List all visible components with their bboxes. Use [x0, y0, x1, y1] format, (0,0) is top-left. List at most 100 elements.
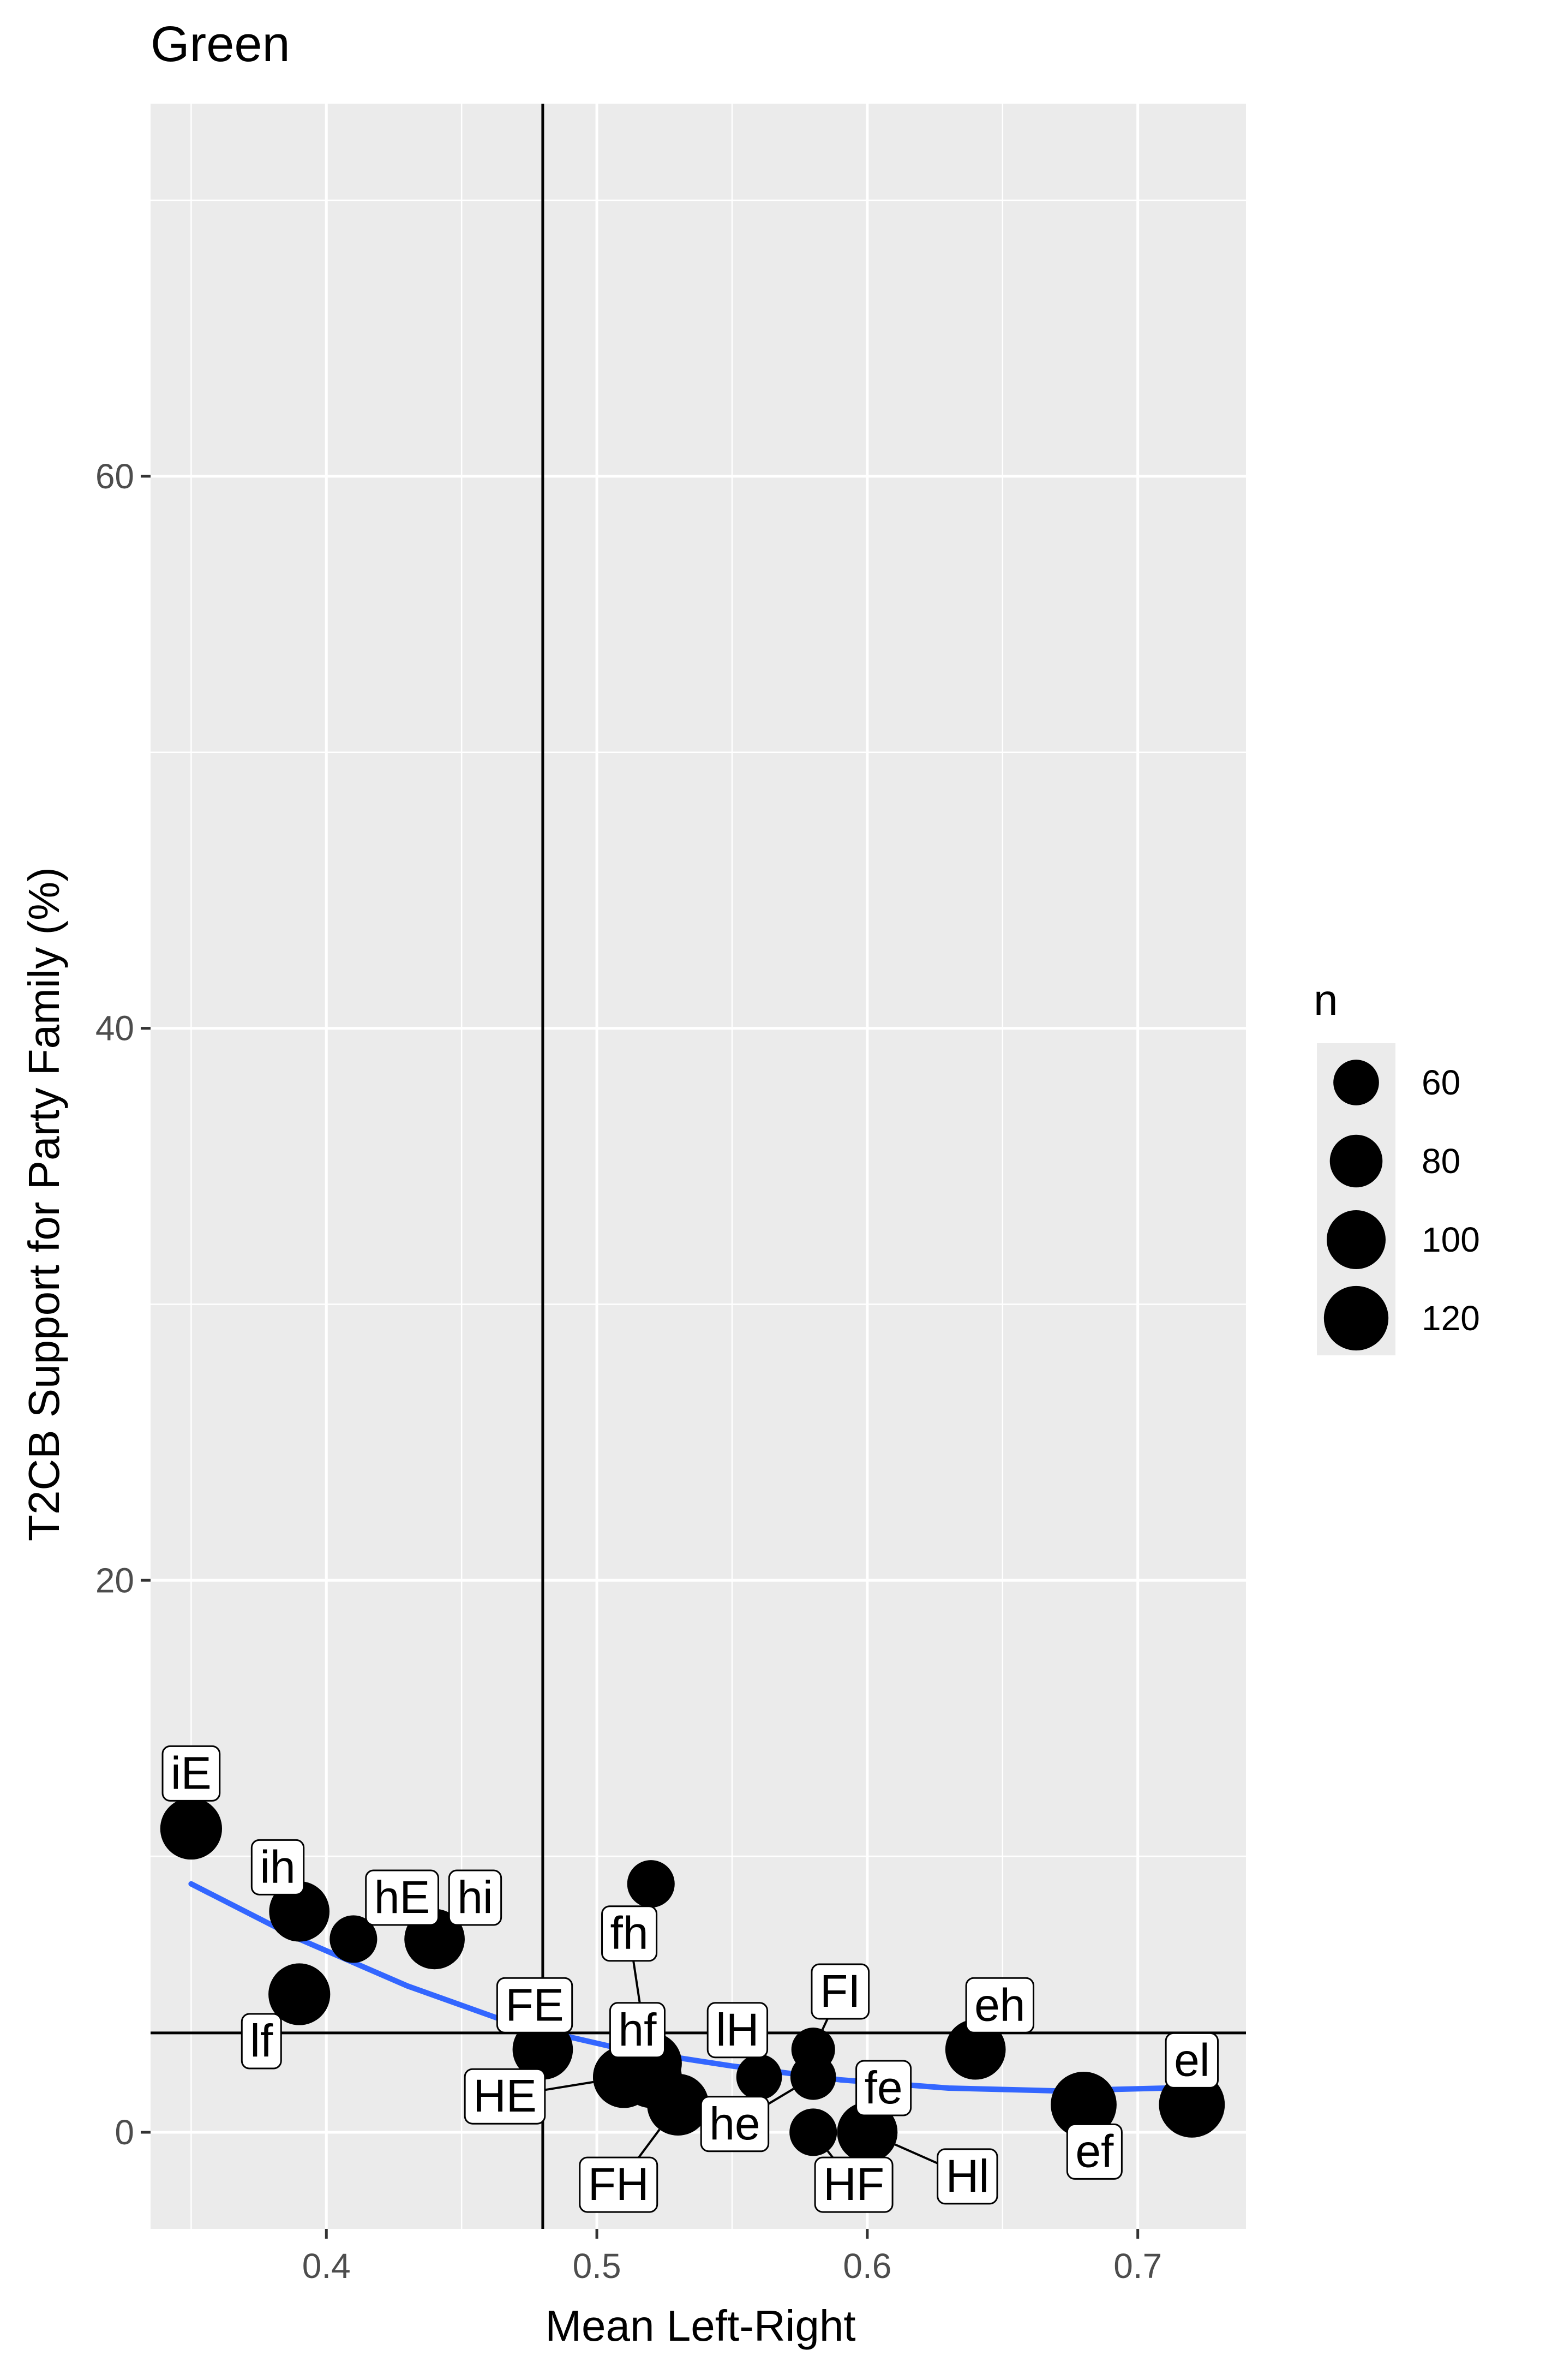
- point-label: he: [700, 2096, 770, 2152]
- point-label-text: he: [709, 2098, 760, 2149]
- y-axis-title: T2CB Support for Party Family (%): [20, 867, 68, 1541]
- point-label: ih: [250, 1839, 305, 1895]
- point-label-text: fh: [610, 1907, 649, 1959]
- y-tick-label: 60: [95, 457, 134, 496]
- point-label-box: [814, 2156, 894, 2213]
- point-label: lH: [706, 2002, 769, 2059]
- legend-key-circle: [1327, 1210, 1386, 1269]
- point-label-text: FI: [820, 1965, 861, 2017]
- point-label-box: [250, 1839, 305, 1895]
- data-point: [268, 1963, 331, 2025]
- point-label: hi: [448, 1869, 502, 1926]
- point-label-box: [241, 2013, 282, 2070]
- data-point: [789, 2108, 837, 2156]
- label-connector: [638, 2128, 661, 2158]
- y-tick-label: 0: [115, 2113, 134, 2152]
- point-label: hE: [365, 1869, 439, 1926]
- point-label-box: [1066, 2123, 1123, 2180]
- point-label-text: fe: [865, 2062, 903, 2113]
- data-point: [647, 2073, 709, 2136]
- point-label-box: [706, 2002, 769, 2059]
- point-label-text: ef: [1075, 2125, 1114, 2176]
- point-label-box: [448, 1869, 502, 1926]
- point-label: FI: [811, 1963, 870, 2020]
- plot-panel: [151, 104, 1246, 2229]
- legend-key-circle: [1323, 1285, 1389, 1351]
- data-point: [269, 1881, 330, 1942]
- point-label: HE: [464, 2068, 546, 2125]
- point-label-box: [700, 2096, 770, 2152]
- data-point: [1051, 2071, 1117, 2138]
- label-connector: [544, 2080, 594, 2091]
- point-label-box: [496, 1977, 573, 2034]
- point-label: ef: [1066, 2123, 1123, 2180]
- data-point: [329, 1915, 377, 1963]
- point-label-box: [579, 2156, 658, 2213]
- legend-key-circle: [1329, 1134, 1383, 1188]
- legend-entry-label: 100: [1422, 1220, 1480, 1259]
- point-label: lf: [241, 2013, 282, 2070]
- point-label-text: hE: [374, 1871, 430, 1923]
- point-label-box: [609, 2002, 666, 2059]
- point-label-text: FE: [505, 1979, 564, 2030]
- legend-entry-label: 120: [1422, 1299, 1480, 1338]
- x-tick-label: 0.5: [573, 2246, 621, 2286]
- point-label: iE: [161, 1745, 221, 1802]
- legend-entry-label: 80: [1422, 1141, 1460, 1181]
- point-label-box: [937, 2148, 998, 2205]
- point-label: Hl: [937, 2148, 998, 2205]
- point-label: eh: [965, 1977, 1035, 2034]
- point-label-box: [161, 1745, 221, 1802]
- chart-title: Green: [151, 16, 290, 72]
- y-tick-label: 20: [95, 1560, 134, 1600]
- point-label-text: ih: [260, 1841, 295, 1892]
- point-label-text: HE: [473, 2070, 537, 2121]
- point-label-box: [811, 1963, 870, 2020]
- x-tick-label: 0.6: [843, 2246, 891, 2286]
- label-connector: [894, 2143, 938, 2164]
- data-point: [736, 2054, 782, 2100]
- point-label-box: [464, 2068, 546, 2125]
- point-label: FE: [496, 1977, 573, 2034]
- point-label-box: [601, 1905, 658, 1962]
- point-label-text: lf: [250, 2015, 273, 2066]
- point-label-text: iE: [171, 1747, 212, 1798]
- label-connector: [821, 2018, 829, 2030]
- point-label: FH: [579, 2156, 658, 2213]
- label-connector: [826, 2150, 834, 2158]
- point-label: hf: [609, 2002, 666, 2059]
- data-point: [791, 2028, 835, 2072]
- label-connector: [768, 2088, 794, 2105]
- point-label-text: lH: [716, 2004, 759, 2055]
- legend-key-circle: [1333, 1060, 1379, 1105]
- point-label-text: eh: [974, 1979, 1025, 2030]
- point-label-text: el: [1174, 2034, 1209, 2085]
- data-point: [627, 1860, 675, 1908]
- point-label-box: [365, 1869, 439, 1926]
- point-label: el: [1165, 2032, 1219, 2089]
- point-label-box: [1165, 2032, 1219, 2089]
- point-label: fh: [601, 1905, 658, 1962]
- legend-entry-label: 60: [1422, 1063, 1460, 1102]
- point-label: fe: [855, 2060, 912, 2116]
- data-point: [512, 2019, 573, 2080]
- data-point: [593, 2046, 655, 2108]
- point-label-text: hf: [618, 2004, 657, 2055]
- y-tick-label: 40: [95, 1009, 134, 1048]
- point-label-text: HF: [823, 2158, 884, 2210]
- data-point: [945, 2019, 1006, 2080]
- data-point: [160, 1797, 223, 1860]
- point-label-box: [965, 1977, 1035, 2034]
- legend-title: n: [1314, 976, 1338, 1024]
- point-label-text: Hl: [946, 2150, 989, 2202]
- point-label-text: hi: [457, 1871, 493, 1923]
- x-axis-title: Mean Left-Right: [545, 2301, 855, 2350]
- point-label: HF: [814, 2156, 894, 2213]
- point-label-text: FH: [588, 2158, 649, 2210]
- x-tick-label: 0.4: [302, 2246, 351, 2286]
- data-point: [837, 2102, 898, 2163]
- point-label-box: [855, 2060, 912, 2116]
- x-tick-label: 0.7: [1113, 2246, 1162, 2286]
